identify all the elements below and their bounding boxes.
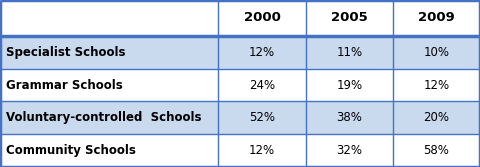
Text: 52%: 52%: [249, 111, 275, 124]
Text: 24%: 24%: [249, 78, 275, 92]
Text: 2009: 2009: [418, 12, 455, 24]
Text: 10%: 10%: [423, 46, 450, 59]
Text: 2000: 2000: [244, 12, 280, 24]
Text: 12%: 12%: [423, 78, 450, 92]
Text: 20%: 20%: [423, 111, 450, 124]
Text: 32%: 32%: [336, 144, 362, 157]
Text: 58%: 58%: [424, 144, 449, 157]
Bar: [0, 69, 480, 101]
Bar: [0, 134, 480, 167]
Text: 11%: 11%: [336, 46, 362, 59]
Text: Specialist Schools: Specialist Schools: [6, 46, 125, 59]
Bar: [0, 101, 480, 134]
Text: 12%: 12%: [249, 144, 275, 157]
Text: Voluntary-controlled  Schools: Voluntary-controlled Schools: [6, 111, 201, 124]
Bar: [0, 0, 480, 36]
Text: 12%: 12%: [249, 46, 275, 59]
Text: 38%: 38%: [336, 111, 362, 124]
Bar: [0, 36, 480, 69]
Text: Grammar Schools: Grammar Schools: [6, 78, 122, 92]
Text: 2005: 2005: [331, 12, 368, 24]
Text: 19%: 19%: [336, 78, 362, 92]
Text: Community Schools: Community Schools: [6, 144, 136, 157]
